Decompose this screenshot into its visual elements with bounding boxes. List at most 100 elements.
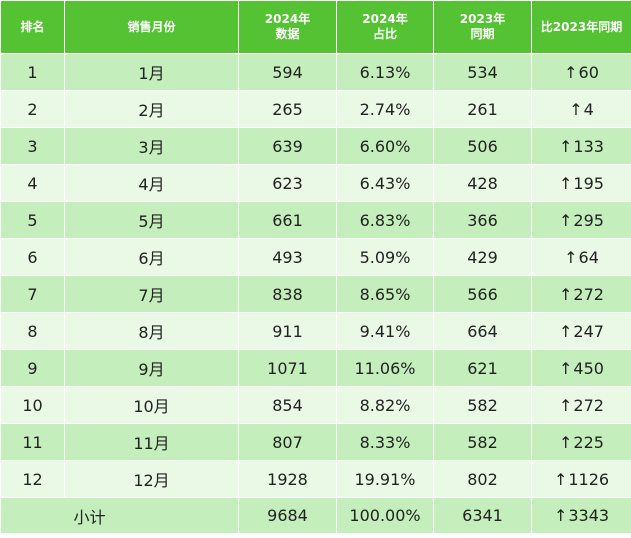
table-body: 1 1月 594 6.13% 534 ↑60 2 2月 265 2.74% 261 ↑4 3 3月 639 6… (0, 53, 631, 534)
table-row: 3 3月 639 6.60% 506 ↑133 (0, 127, 631, 165)
share-cell: 6.13% (336, 53, 434, 91)
rank-cell: 12 (0, 460, 65, 498)
diff-cell: ↑1126 (531, 460, 631, 498)
up-arrow-icon: ↑ (559, 395, 573, 415)
rank-cell: 11 (0, 423, 65, 461)
rank-cell: 8 (0, 312, 65, 350)
total-diff-value: 3343 (568, 506, 610, 525)
diff-cell: ↑450 (531, 349, 631, 387)
rank-cell: 5 (0, 201, 65, 239)
header-month: 销售月份 (64, 0, 239, 54)
share-cell: 6.83% (336, 201, 434, 239)
up-arrow-icon: ↑ (559, 136, 573, 156)
diff-value: 295 (573, 210, 604, 230)
value-2023-cell: 582 (433, 386, 532, 424)
diff-value: 225 (573, 432, 604, 452)
diff-value: 1126 (568, 469, 610, 489)
rank-cell: 6 (0, 238, 65, 276)
value-2024-cell: 493 (238, 238, 337, 276)
share-cell: 6.43% (336, 164, 434, 202)
table-row: 6 6月 493 5.09% 429 ↑64 (0, 238, 631, 276)
up-arrow-icon: ↑ (569, 99, 583, 119)
value-2023-cell: 621 (433, 349, 532, 387)
rank-cell: 10 (0, 386, 65, 424)
value-2024-cell: 838 (238, 275, 337, 313)
share-cell: 8.65% (336, 275, 434, 313)
value-2023-cell: 534 (433, 53, 532, 91)
header-row: 排名 销售月份 2024年 数据 2024年 占比 2023年 同期 比2023年同期 (0, 0, 631, 54)
share-cell: 6.60% (336, 127, 434, 165)
total-row: 小计 9684 100.00% 6341 ↑3343 (0, 497, 631, 534)
diff-value: 4 (583, 99, 594, 119)
table-row: 7 7月 838 8.65% 566 ↑272 (0, 275, 631, 313)
up-arrow-icon: ↑ (564, 247, 578, 267)
table-row: 8 8月 911 9.41% 664 ↑247 (0, 312, 631, 350)
total-label: 小计 (73, 507, 106, 527)
value-2023-cell: 506 (433, 127, 532, 165)
value-2024-cell: 911 (238, 312, 337, 350)
up-arrow-icon: ↑ (553, 506, 568, 525)
diff-cell: ↑60 (531, 53, 631, 91)
table-row: 4 4月 623 6.43% 428 ↑195 (0, 164, 631, 202)
diff-cell: ↑64 (531, 238, 631, 276)
value-2024-cell: 854 (238, 386, 337, 424)
header-rank: 排名 (0, 0, 65, 54)
value-2023-cell: 366 (433, 201, 532, 239)
value-2024-cell: 639 (238, 127, 337, 165)
value-2024-cell: 265 (238, 90, 337, 128)
month-cell: 2月 (64, 90, 239, 128)
diff-value: 272 (573, 284, 604, 304)
value-2023-cell: 664 (433, 312, 532, 350)
header-2024-share: 2024年 占比 (336, 0, 434, 54)
month-cell: 10月 (64, 386, 239, 424)
diff-cell: ↑272 (531, 275, 631, 313)
diff-cell: ↑272 (531, 386, 631, 424)
total-diff-cell: ↑3343 (531, 497, 631, 534)
share-cell: 19.91% (336, 460, 434, 498)
diff-cell: ↑295 (531, 201, 631, 239)
value-2023-cell: 582 (433, 423, 532, 461)
total-label-cell: 小计 (0, 497, 239, 534)
up-arrow-icon: ↑ (559, 173, 573, 193)
diff-cell: ↑195 (531, 164, 631, 202)
table-row: 11 11月 807 8.33% 582 ↑225 (0, 423, 631, 461)
table-row: 10 10月 854 8.82% 582 ↑272 (0, 386, 631, 424)
value-2023-cell: 261 (433, 90, 532, 128)
rank-cell: 2 (0, 90, 65, 128)
up-arrow-icon: ↑ (559, 432, 573, 452)
value-2023-cell: 802 (433, 460, 532, 498)
value-2023-cell: 428 (433, 164, 532, 202)
rank-cell: 1 (0, 53, 65, 91)
up-arrow-icon: ↑ (553, 469, 568, 489)
value-2024-cell: 807 (238, 423, 337, 461)
header-2024-data: 2024年 数据 (238, 0, 337, 54)
rank-cell: 3 (0, 127, 65, 165)
rank-cell: 7 (0, 275, 65, 313)
month-cell: 6月 (64, 238, 239, 276)
value-2024-cell: 661 (238, 201, 337, 239)
value-2024-cell: 1071 (238, 349, 337, 387)
month-cell: 3月 (64, 127, 239, 165)
share-cell: 8.82% (336, 386, 434, 424)
value-2024-cell: 594 (238, 53, 337, 91)
diff-value: 247 (573, 321, 604, 341)
month-cell: 12月 (64, 460, 239, 498)
header-2023-same-period: 2023年 同期 (433, 0, 532, 54)
rank-cell: 4 (0, 164, 65, 202)
total-share-cell: 100.00% (336, 497, 434, 534)
diff-cell: ↑247 (531, 312, 631, 350)
diff-cell: ↑4 (531, 90, 631, 128)
share-cell: 2.74% (336, 90, 434, 128)
diff-value: 195 (573, 173, 604, 193)
diff-value: 272 (573, 395, 604, 415)
value-2023-cell: 429 (433, 238, 532, 276)
value-2024-cell: 1928 (238, 460, 337, 498)
share-cell: 8.33% (336, 423, 434, 461)
up-arrow-icon: ↑ (559, 321, 573, 341)
diff-value: 60 (578, 62, 599, 82)
value-2024-cell: 623 (238, 164, 337, 202)
month-cell: 11月 (64, 423, 239, 461)
diff-value: 64 (578, 247, 599, 267)
total-2023-cell: 6341 (433, 497, 532, 534)
